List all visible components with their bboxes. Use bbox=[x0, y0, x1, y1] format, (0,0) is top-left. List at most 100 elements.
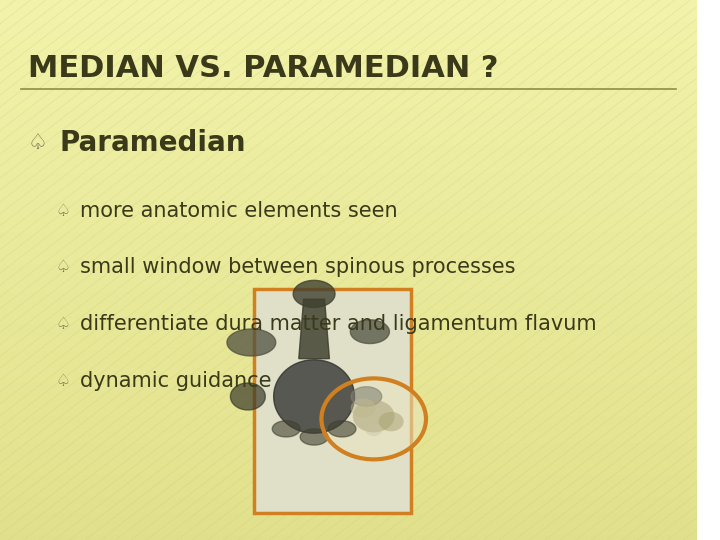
Circle shape bbox=[379, 412, 404, 431]
Bar bbox=[0, 459, 697, 464]
Bar bbox=[0, 346, 697, 351]
Bar bbox=[0, 221, 697, 227]
Bar bbox=[0, 443, 697, 448]
Bar bbox=[254, 289, 411, 513]
Bar bbox=[0, 70, 697, 76]
Circle shape bbox=[351, 399, 376, 418]
Bar bbox=[0, 356, 697, 362]
Bar bbox=[0, 32, 697, 38]
Bar bbox=[0, 329, 697, 335]
Text: ♤: ♤ bbox=[55, 315, 71, 333]
Bar bbox=[0, 265, 697, 270]
Text: ♤: ♤ bbox=[28, 133, 48, 153]
Bar bbox=[0, 130, 697, 135]
Bar bbox=[0, 389, 697, 394]
Bar bbox=[0, 497, 697, 502]
Polygon shape bbox=[328, 421, 356, 437]
Polygon shape bbox=[351, 320, 390, 343]
Bar bbox=[0, 54, 697, 59]
Bar bbox=[0, 16, 697, 22]
Bar bbox=[0, 49, 697, 54]
Bar bbox=[0, 405, 697, 410]
Bar bbox=[0, 211, 697, 216]
Bar bbox=[0, 189, 697, 194]
Bar bbox=[0, 151, 697, 157]
Bar bbox=[0, 135, 697, 140]
Bar bbox=[0, 518, 697, 524]
Bar bbox=[0, 0, 697, 5]
Bar bbox=[0, 76, 697, 81]
Bar bbox=[0, 140, 697, 146]
Circle shape bbox=[353, 400, 395, 433]
Bar bbox=[0, 313, 697, 319]
Bar bbox=[0, 324, 697, 329]
Text: MEDIAN VS. PARAMEDIAN ?: MEDIAN VS. PARAMEDIAN ? bbox=[28, 54, 498, 83]
Polygon shape bbox=[351, 387, 382, 406]
Bar bbox=[0, 119, 697, 124]
Bar bbox=[0, 502, 697, 508]
Bar bbox=[0, 394, 697, 400]
Bar bbox=[0, 108, 697, 113]
Bar bbox=[0, 238, 697, 243]
Text: ♤: ♤ bbox=[55, 372, 71, 390]
Bar bbox=[0, 437, 697, 443]
Bar bbox=[0, 292, 697, 297]
Polygon shape bbox=[230, 383, 265, 410]
Bar bbox=[0, 524, 697, 529]
Bar bbox=[0, 535, 697, 540]
Bar bbox=[0, 297, 697, 302]
Bar bbox=[0, 205, 697, 211]
Polygon shape bbox=[300, 429, 328, 445]
Text: differentiate dura matter and ligamentum flavum: differentiate dura matter and ligamentum… bbox=[80, 314, 597, 334]
Bar bbox=[0, 146, 697, 151]
Bar bbox=[0, 86, 697, 92]
Bar bbox=[0, 481, 697, 486]
Bar bbox=[0, 454, 697, 459]
Text: Paramedian: Paramedian bbox=[59, 129, 246, 157]
Bar bbox=[0, 178, 697, 184]
Bar bbox=[0, 59, 697, 65]
Bar bbox=[0, 200, 697, 205]
Bar bbox=[0, 410, 697, 416]
Bar bbox=[0, 270, 697, 275]
Bar bbox=[0, 302, 697, 308]
Bar bbox=[0, 432, 697, 437]
Bar bbox=[0, 162, 697, 167]
Bar bbox=[0, 254, 697, 259]
Bar bbox=[0, 232, 697, 238]
Bar bbox=[0, 508, 697, 513]
Bar bbox=[0, 308, 697, 313]
Bar bbox=[0, 470, 697, 475]
Bar bbox=[0, 97, 697, 103]
Bar bbox=[0, 113, 697, 119]
Bar bbox=[0, 27, 697, 32]
Bar bbox=[0, 400, 697, 405]
Circle shape bbox=[365, 423, 382, 436]
Polygon shape bbox=[293, 280, 335, 307]
Text: ♤: ♤ bbox=[55, 258, 71, 276]
Bar bbox=[0, 173, 697, 178]
Bar bbox=[0, 335, 697, 340]
Bar bbox=[0, 167, 697, 173]
Polygon shape bbox=[272, 421, 300, 437]
Text: dynamic guidance: dynamic guidance bbox=[80, 370, 271, 391]
Bar bbox=[0, 81, 697, 86]
Bar bbox=[0, 5, 697, 11]
Bar bbox=[0, 65, 697, 70]
Bar bbox=[0, 92, 697, 97]
Bar bbox=[0, 351, 697, 356]
Bar bbox=[0, 340, 697, 346]
Polygon shape bbox=[227, 329, 276, 356]
Bar bbox=[0, 427, 697, 432]
Bar bbox=[0, 275, 697, 281]
Bar bbox=[0, 216, 697, 221]
Bar bbox=[0, 373, 697, 378]
Text: more anatomic elements seen: more anatomic elements seen bbox=[80, 200, 398, 221]
Bar bbox=[0, 281, 697, 286]
Bar bbox=[0, 103, 697, 108]
Bar bbox=[0, 416, 697, 421]
Bar bbox=[0, 367, 697, 373]
Circle shape bbox=[321, 379, 426, 460]
Bar bbox=[0, 383, 697, 389]
Bar bbox=[0, 22, 697, 27]
